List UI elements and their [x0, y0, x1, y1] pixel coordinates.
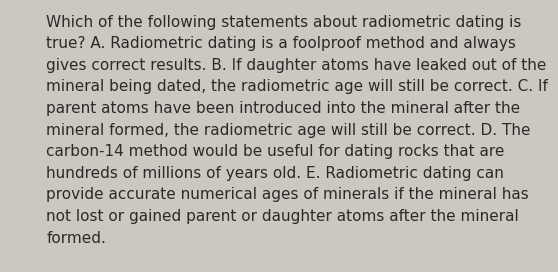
Text: Which of the following statements about radiometric dating is
true? A. Radiometr: Which of the following statements about … — [46, 15, 548, 246]
